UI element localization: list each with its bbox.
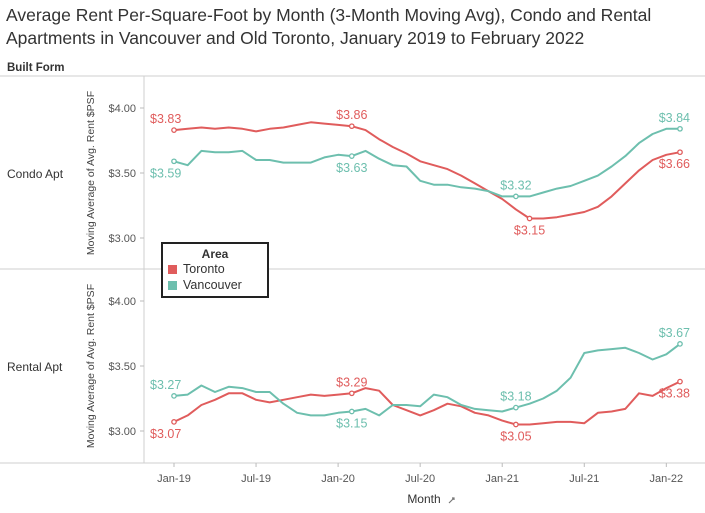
series-line-toronto	[173, 121, 681, 220]
y-tick-label: $3.00	[108, 233, 136, 245]
data-label-vancouver: $3.59	[150, 166, 181, 180]
panel-condo-apt: Condo Apt Moving Average of Avg. Rent $PS…	[7, 91, 690, 255]
data-point-vancouver	[513, 193, 519, 200]
y-axis-title: Moving Average of Avg. Rent $PSF	[85, 284, 97, 448]
series-line-vancouver	[173, 127, 680, 198]
x-tick-label: Jan-19	[157, 473, 191, 485]
chart-frame: Built Form	[0, 62, 705, 464]
x-axis: Jan-19 Jul-19 Jan-20 Jul-20 Jan-21 Jul-21 Jan-…	[157, 463, 683, 506]
panel-rental-apt: Rental Apt Moving Average of Avg. Rent $P…	[7, 284, 690, 448]
y-tick-label: $4.00	[108, 103, 136, 115]
data-label-vancouver: $3.15	[336, 417, 367, 431]
data-point-toronto	[526, 215, 533, 222]
data-point-toronto	[348, 123, 355, 130]
chart-panels: Condo Apt Moving Average of Avg. Rent $PS…	[7, 91, 690, 448]
data-point-toronto	[677, 378, 683, 385]
data-label-toronto: $3.07	[150, 427, 181, 441]
data-label-toronto: $3.86	[336, 108, 367, 122]
legend-swatch-vancouver	[168, 280, 177, 290]
x-tick-label: Jul-21	[569, 473, 599, 485]
data-label-toronto: $3.29	[336, 375, 367, 389]
series-line-vancouver	[173, 343, 681, 417]
chart-title-line-2: Apartments in Vancouver and Old Toronto,…	[6, 28, 585, 48]
data-point-vancouver	[348, 408, 355, 415]
data-point-vancouver	[513, 404, 519, 411]
y-tick-label: $3.00	[108, 426, 136, 438]
data-point-toronto	[677, 149, 683, 156]
data-label-vancouver: $3.32	[500, 178, 531, 192]
chart-title-line-1: Average Rent Per-Square-Foot by Month (3…	[6, 5, 652, 25]
data-point-vancouver	[677, 125, 683, 132]
data-label-toronto: $3.38	[659, 387, 690, 401]
x-tick-label: Jan-20	[321, 473, 355, 485]
data-point-vancouver	[171, 158, 177, 165]
y-tick-label: $3.50	[108, 168, 136, 180]
series-line-toronto	[173, 380, 681, 426]
data-point-vancouver	[171, 393, 177, 399]
data-label-toronto: $3.83	[150, 112, 181, 126]
data-label-vancouver: $3.67	[659, 326, 690, 340]
chart-title: Average Rent Per-Square-Foot by Month (3…	[6, 4, 701, 50]
data-label-vancouver: $3.27	[150, 378, 181, 392]
legend-label-toronto: Toronto	[183, 262, 225, 276]
data-point-toronto	[171, 127, 177, 133]
legend-item-vancouver[interactable]: Vancouver	[168, 277, 267, 293]
sort-icon	[448, 497, 455, 504]
x-tick-label: Jul-19	[241, 473, 271, 485]
legend: Area Toronto Vancouver	[161, 242, 269, 298]
x-axis-title: Month	[407, 492, 440, 506]
data-point-toronto	[348, 390, 355, 397]
data-point-vancouver	[348, 153, 355, 159]
x-tick-label: Jan-21	[485, 473, 519, 485]
data-label-toronto: $3.66	[659, 157, 690, 171]
x-tick-label: Jul-20	[405, 473, 435, 485]
x-tick-label: Jan-22	[650, 473, 684, 485]
sort-icon-arrow	[448, 497, 455, 504]
data-label-vancouver: $3.18	[500, 390, 531, 404]
row-label: Condo Apt	[7, 167, 64, 181]
y-tick-label: $4.00	[108, 296, 136, 308]
legend-label-vancouver: Vancouver	[183, 278, 242, 292]
data-label-toronto: $3.15	[514, 224, 545, 238]
data-label-toronto: $3.05	[500, 430, 531, 444]
legend-title: Area	[201, 247, 229, 261]
y-tick-label: $3.50	[108, 361, 136, 373]
row-label: Rental Apt	[7, 360, 63, 374]
y-axis-title: Moving Average of Avg. Rent $PSF	[85, 91, 97, 255]
data-point-toronto	[171, 419, 177, 425]
facet-header: Built Form	[7, 62, 65, 74]
legend-item-toronto[interactable]: Toronto	[168, 261, 267, 277]
legend-swatch-toronto	[168, 264, 177, 274]
data-label-vancouver: $3.63	[336, 161, 367, 175]
data-point-vancouver	[677, 341, 683, 347]
data-point-toronto	[513, 421, 519, 428]
data-label-vancouver: $3.84	[659, 111, 690, 125]
